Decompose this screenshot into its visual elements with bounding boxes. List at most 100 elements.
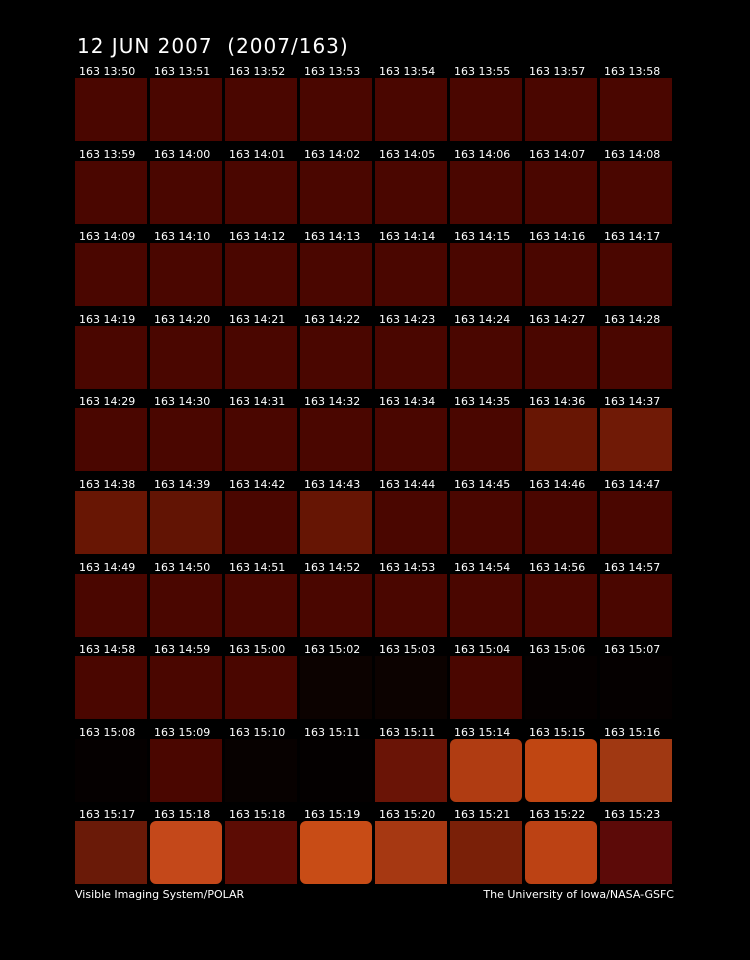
frame-label: 163 14:49 bbox=[79, 560, 136, 574]
frame-image bbox=[525, 491, 597, 554]
frame-image bbox=[225, 573, 297, 637]
frame-image bbox=[300, 408, 372, 472]
frame-label: 163 14:56 bbox=[529, 560, 586, 574]
frame-image bbox=[450, 325, 522, 389]
frame-image bbox=[300, 78, 372, 141]
frame-image bbox=[150, 78, 222, 141]
frame-label: 163 14:58 bbox=[79, 643, 136, 657]
frame-image bbox=[600, 738, 672, 802]
frame-image bbox=[75, 408, 147, 472]
frame-image bbox=[75, 656, 147, 720]
frame-image bbox=[225, 243, 297, 307]
frame-label: 163 15:23 bbox=[604, 808, 661, 822]
frame-label: 163 15:04 bbox=[454, 643, 511, 657]
frame-label: 163 14:05 bbox=[379, 147, 436, 161]
frame-image bbox=[225, 325, 297, 389]
frame-label: 163 14:39 bbox=[154, 478, 211, 491]
frame-label: 163 14:57 bbox=[604, 560, 661, 574]
frame-label: 163 14:29 bbox=[79, 395, 136, 409]
frame-image bbox=[600, 243, 672, 307]
frame-label: 163 15:07 bbox=[604, 643, 661, 657]
frame-label: 163 14:28 bbox=[604, 312, 661, 326]
frame-label: 163 14:36 bbox=[529, 395, 586, 409]
frame-image bbox=[375, 491, 447, 554]
frame-label: 163 15:20 bbox=[379, 808, 436, 822]
frame-label: 163 15:21 bbox=[454, 808, 511, 822]
frame-label: 163 14:10 bbox=[154, 230, 211, 244]
frame-image bbox=[300, 821, 372, 885]
frame-image bbox=[225, 78, 297, 141]
frame-image bbox=[600, 491, 672, 554]
frame-label: 163 14:20 bbox=[154, 312, 211, 326]
frame-label: 163 14:09 bbox=[79, 230, 136, 244]
frame-image bbox=[450, 491, 522, 554]
frame-image bbox=[300, 160, 372, 224]
frame-image bbox=[75, 491, 147, 554]
frame-image bbox=[600, 821, 672, 885]
frame-label: 163 14:47 bbox=[604, 478, 661, 491]
frame-image bbox=[225, 738, 297, 802]
frame-label: 163 14:54 bbox=[454, 560, 511, 574]
frame-label: 163 14:38 bbox=[79, 478, 136, 491]
frame-label: 163 14:19 bbox=[79, 312, 136, 326]
footer-right: The University of Iowa/NASA-GSFC bbox=[483, 888, 674, 901]
frame-label: 163 14:34 bbox=[379, 395, 436, 409]
frame-label: 163 15:17 bbox=[79, 808, 136, 822]
frame-image bbox=[225, 408, 297, 472]
frame-label: 163 14:35 bbox=[454, 395, 511, 409]
frame-image bbox=[525, 656, 597, 720]
frame-label: 163 14:44 bbox=[379, 478, 436, 491]
frame-label: 163 15:09 bbox=[154, 725, 211, 739]
frame-label: 163 13:55 bbox=[454, 65, 511, 78]
frame-label: 163 14:22 bbox=[304, 312, 361, 326]
frame-label: 163 14:27 bbox=[529, 312, 586, 326]
frame-image bbox=[75, 821, 147, 885]
frame-label: 163 15:15 bbox=[529, 725, 586, 739]
frame-image bbox=[525, 738, 597, 802]
frame-label: 163 14:32 bbox=[304, 395, 361, 409]
frame-image bbox=[450, 656, 522, 720]
frame-label: 163 15:14 bbox=[454, 725, 511, 739]
frame-label: 163 14:01 bbox=[229, 147, 286, 161]
frame-image bbox=[225, 821, 297, 885]
frame-label: 163 14:07 bbox=[529, 147, 586, 161]
frame-label: 163 14:17 bbox=[604, 230, 661, 244]
frame-label: 163 14:50 bbox=[154, 560, 211, 574]
frame-image bbox=[450, 573, 522, 637]
frame-image bbox=[450, 738, 522, 802]
frame-label: 163 15:18 bbox=[154, 808, 211, 822]
frame-label: 163 15:02 bbox=[304, 643, 361, 657]
frame-image bbox=[450, 243, 522, 307]
frame-label: 163 13:57 bbox=[529, 65, 586, 78]
frame-image bbox=[150, 408, 222, 472]
frame-image bbox=[150, 821, 222, 885]
frame-image bbox=[525, 243, 597, 307]
frame-image bbox=[300, 243, 372, 307]
frame-label: 163 15:18 bbox=[229, 808, 286, 822]
frame-label: 163 14:52 bbox=[304, 560, 361, 574]
frame-label: 163 13:53 bbox=[304, 65, 361, 78]
frame-label: 163 14:21 bbox=[229, 312, 286, 326]
frame-image bbox=[450, 821, 522, 885]
frame-label: 163 14:02 bbox=[304, 147, 361, 161]
frame-image bbox=[150, 160, 222, 224]
frame-label: 163 14:24 bbox=[454, 312, 511, 326]
frame-image bbox=[600, 656, 672, 720]
frame-label: 163 14:12 bbox=[229, 230, 286, 244]
frame-label: 163 14:42 bbox=[229, 478, 286, 491]
frame-label: 163 13:50 bbox=[79, 65, 136, 78]
frame-image bbox=[300, 738, 372, 802]
frame-label: 163 14:59 bbox=[154, 643, 211, 657]
frame-label: 163 13:52 bbox=[229, 65, 286, 78]
frame-image bbox=[225, 160, 297, 224]
frame-label: 163 14:08 bbox=[604, 147, 661, 161]
frame-image bbox=[75, 160, 147, 224]
frame-label: 163 14:31 bbox=[229, 395, 286, 409]
frame-image bbox=[525, 78, 597, 141]
frame-image bbox=[300, 325, 372, 389]
frame-image bbox=[450, 408, 522, 472]
frame-label: 163 15:06 bbox=[529, 643, 586, 657]
frame-image bbox=[75, 573, 147, 637]
frame-label: 163 15:00 bbox=[229, 643, 286, 657]
frame-image bbox=[525, 573, 597, 637]
